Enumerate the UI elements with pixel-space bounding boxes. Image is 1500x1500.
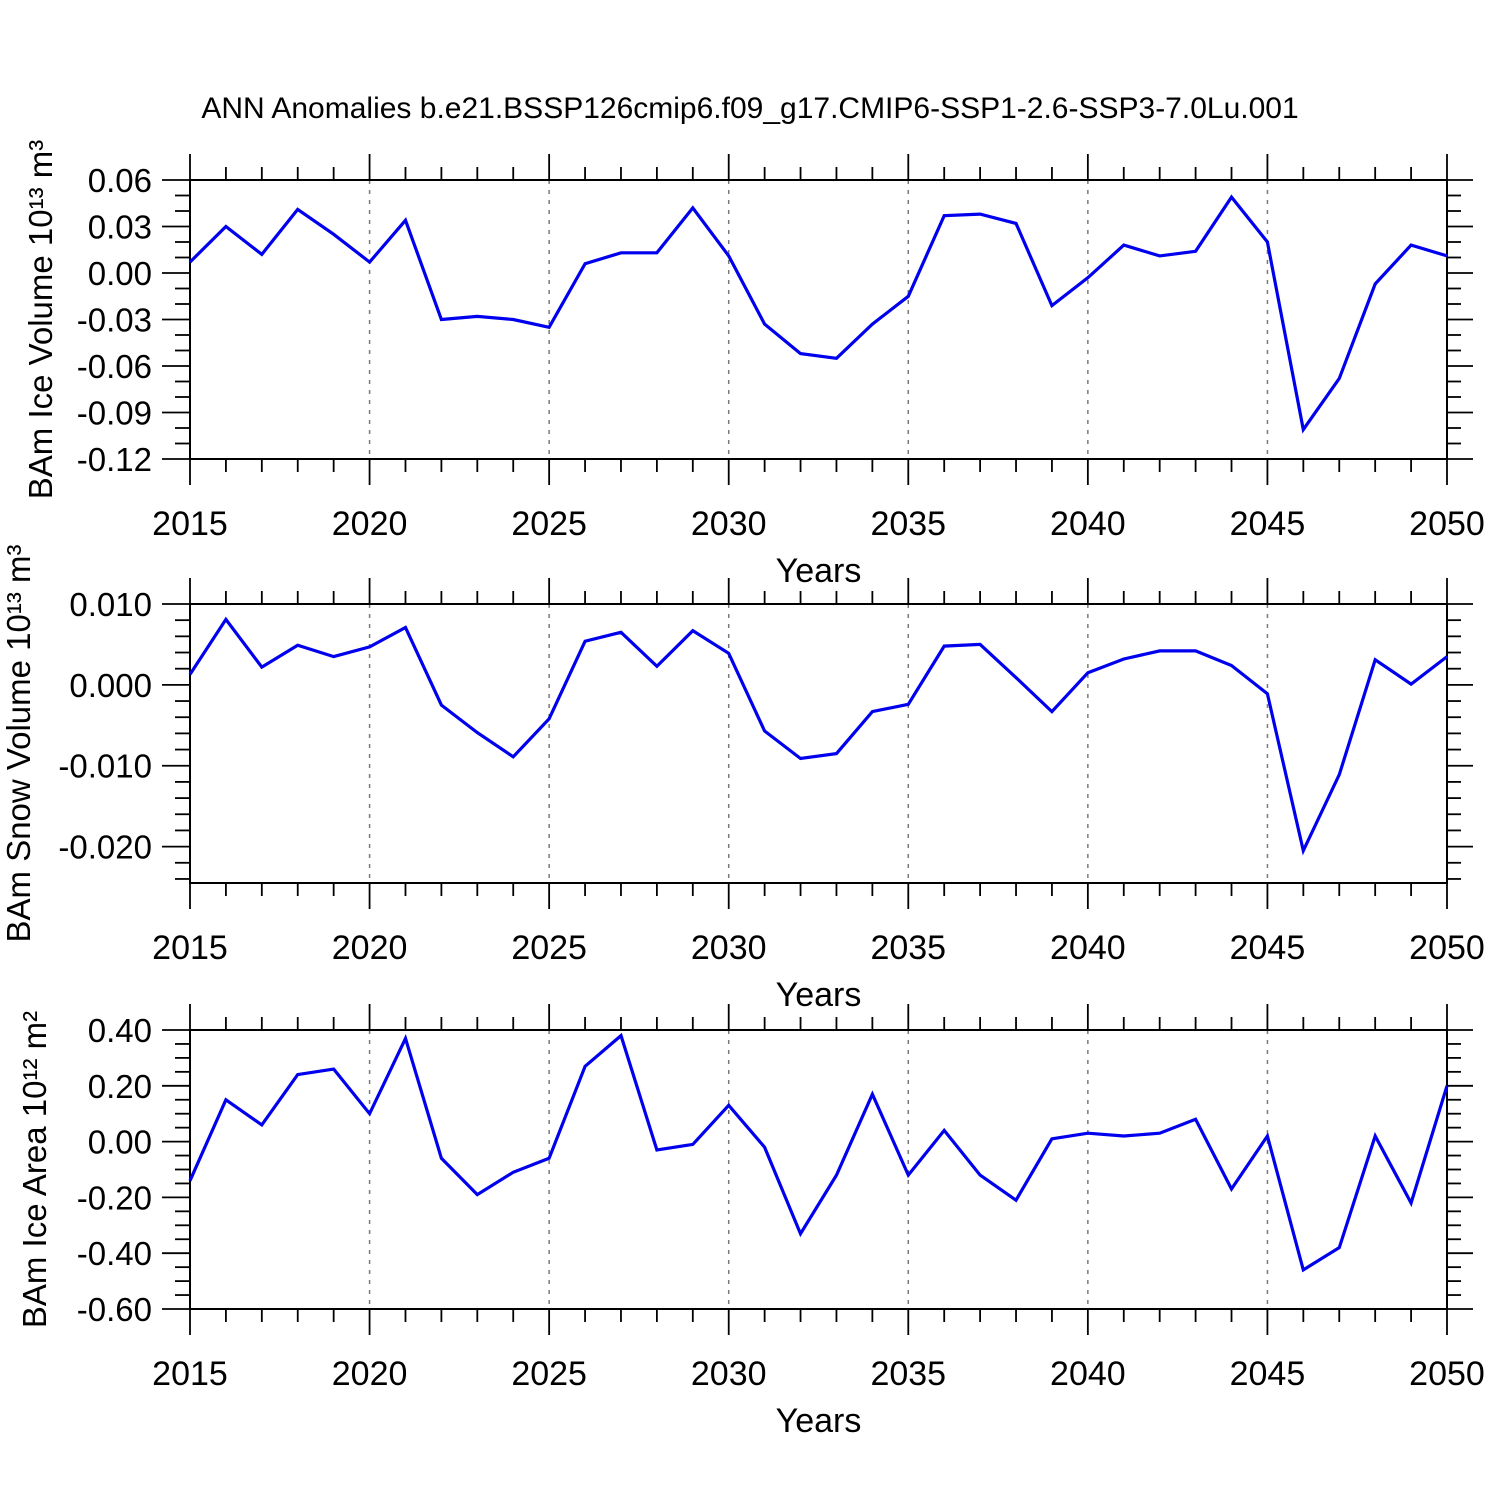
y-tick-label: 0.06	[88, 162, 152, 199]
x-tick-label: 2035	[870, 929, 946, 967]
y-tick-label: 0.40	[88, 1012, 152, 1049]
x-tick-label: 2035	[870, 505, 946, 543]
y-tick-label: -0.06	[77, 348, 152, 385]
y-tick-label: 0.20	[88, 1068, 152, 1105]
panel-frame-snow-volume	[189, 603, 1448, 884]
x-axis-title: Years	[776, 976, 862, 1014]
y-tick-label: 0.00	[88, 1124, 152, 1161]
x-tick-label: 2040	[1050, 929, 1126, 967]
x-tick-label: 2030	[691, 505, 767, 543]
y-tick-label: -0.60	[77, 1291, 152, 1328]
x-tick-label: 2025	[511, 929, 587, 967]
panel-frame-ice-area	[189, 1029, 1448, 1310]
y-tick-label: 0.00	[88, 255, 152, 292]
x-axis-title: Years	[776, 1402, 862, 1440]
y-tick-label: -0.03	[77, 302, 152, 339]
x-tick-label: 2025	[511, 1355, 587, 1393]
y-tick-label: -0.010	[58, 748, 152, 785]
x-tick-label: 2020	[332, 505, 408, 543]
x-tick-label: 2035	[870, 1355, 946, 1393]
x-tick-label: 2040	[1050, 505, 1126, 543]
x-tick-label: 2020	[332, 929, 408, 967]
y-tick-label: -0.20	[77, 1179, 152, 1216]
y-tick-label: -0.40	[77, 1235, 152, 1272]
x-tick-label: 2050	[1409, 505, 1485, 543]
x-tick-label: 2015	[152, 505, 228, 543]
y-axis-title-ice-area: BAm Ice Area 10¹² m²	[16, 1011, 53, 1328]
x-tick-label: 2015	[152, 1355, 228, 1393]
y-axis-title-ice-volume: BAm Ice Volume 10¹³ m³	[22, 140, 59, 499]
x-tick-label: 2020	[332, 1355, 408, 1393]
y-tick-label: 0.03	[88, 209, 152, 246]
x-tick-label: 2045	[1230, 929, 1306, 967]
y-tick-label: -0.09	[77, 395, 152, 432]
y-tick-label: 0.000	[69, 667, 152, 704]
y-tick-label: -0.020	[58, 829, 152, 866]
x-tick-label: 2030	[691, 929, 767, 967]
x-tick-label: 2050	[1409, 929, 1485, 967]
data-line-ice-area	[188, 1032, 1449, 1273]
y-axis-title-snow-volume: BAm Snow Volume 10¹³ m³	[0, 545, 37, 943]
x-tick-label: 2015	[152, 929, 228, 967]
x-tick-label: 2045	[1230, 505, 1306, 543]
y-tick-label: -0.12	[77, 441, 152, 478]
data-line-snow-volume	[188, 616, 1448, 856]
chart-title: ANN Anomalies b.e21.BSSP126cmip6.f09_g17…	[201, 92, 1299, 125]
x-tick-label: 2050	[1409, 1355, 1485, 1393]
x-tick-label: 2025	[511, 505, 587, 543]
x-tick-label: 2040	[1050, 1355, 1126, 1393]
x-tick-label: 2030	[691, 1355, 767, 1393]
data-line-ice-volume	[188, 194, 1448, 434]
panel-frame-ice-volume	[189, 179, 1448, 460]
x-tick-label: 2045	[1230, 1355, 1306, 1393]
x-axis-title: Years	[776, 552, 862, 590]
y-tick-label: 0.010	[69, 586, 152, 623]
